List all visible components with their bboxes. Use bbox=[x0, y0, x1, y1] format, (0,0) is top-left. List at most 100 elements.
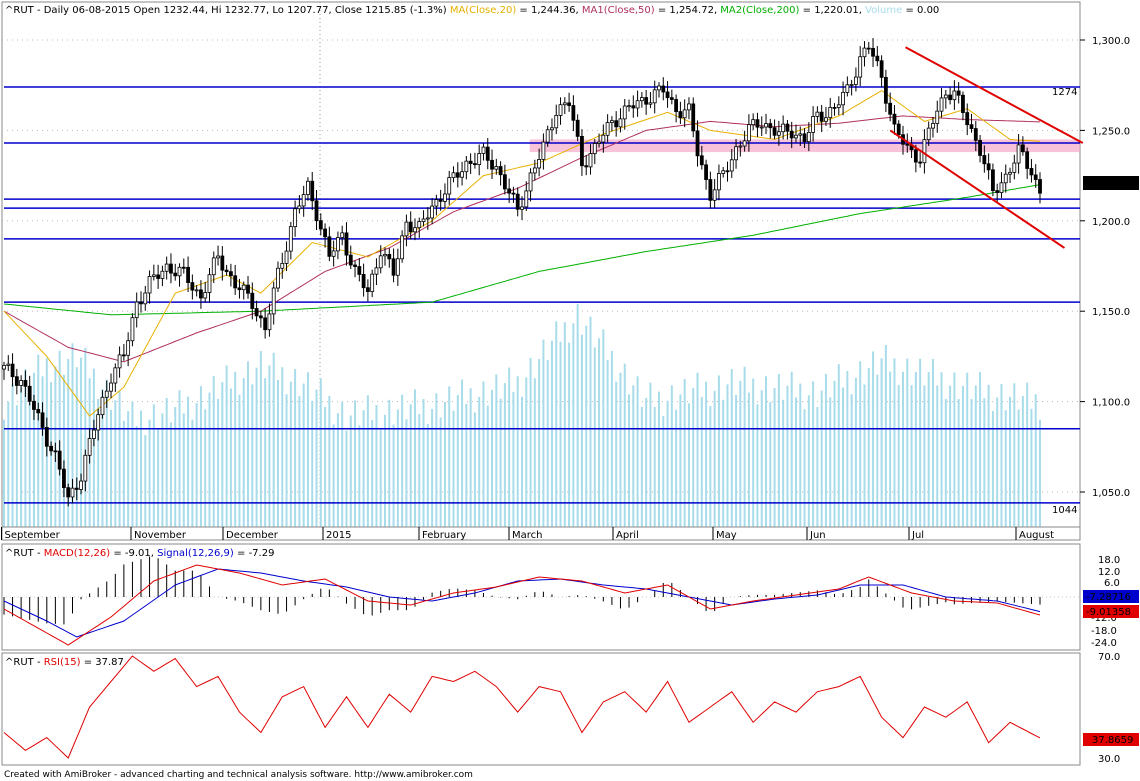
volume-bar bbox=[486, 405, 489, 527]
macd-panel[interactable]: ^RUT - MACD(12,26) = -9.01, Signal(12,26… bbox=[1, 543, 1081, 651]
volume-bar bbox=[37, 354, 40, 527]
volume-bar bbox=[165, 397, 168, 527]
candle-body bbox=[104, 390, 109, 398]
candle-body bbox=[421, 218, 426, 222]
candle-body bbox=[353, 264, 357, 267]
volume-bar bbox=[568, 342, 571, 527]
volume-bar bbox=[1013, 383, 1016, 527]
candle-body bbox=[254, 308, 259, 317]
candle-body bbox=[92, 429, 96, 439]
volume-bar bbox=[936, 385, 939, 527]
volume-bar bbox=[118, 390, 121, 527]
volume-bar bbox=[345, 430, 348, 527]
candle-body bbox=[66, 487, 71, 498]
candle-body bbox=[310, 180, 315, 202]
support-resistance-lines[interactable] bbox=[4, 86, 1080, 504]
volume-bar bbox=[110, 409, 113, 527]
candle-body bbox=[344, 232, 349, 256]
volume-bar bbox=[533, 378, 536, 527]
volume-bar bbox=[696, 372, 699, 527]
candle-body bbox=[74, 487, 79, 490]
volume-bar bbox=[20, 387, 23, 527]
volume-bar bbox=[362, 410, 365, 527]
candle-body bbox=[704, 164, 708, 180]
candle-body bbox=[258, 315, 263, 319]
price-tick-label: 1,100.0 bbox=[1092, 398, 1130, 409]
volume-bar bbox=[409, 404, 412, 527]
volume-bar bbox=[910, 385, 913, 527]
volume-bar bbox=[794, 397, 797, 527]
candle-body bbox=[36, 409, 41, 414]
rsi-panel[interactable]: ^RUT - RSI(15) = 37.87 bbox=[1, 652, 1081, 766]
candle-body bbox=[250, 292, 255, 309]
volume-bar bbox=[349, 415, 352, 527]
volume-bar bbox=[606, 360, 609, 527]
candle-body bbox=[644, 97, 649, 105]
price-panel[interactable]: 1274 1044 ^RUT - Daily 06-08-2015 Open 1… bbox=[1, 1, 1084, 541]
candle-body bbox=[117, 354, 122, 369]
candle-body bbox=[164, 263, 169, 272]
volume-bar bbox=[443, 401, 446, 527]
candle-body bbox=[605, 122, 610, 136]
candle-body bbox=[331, 250, 336, 257]
candle-body bbox=[545, 129, 550, 143]
candle-body bbox=[284, 250, 289, 264]
volume-bar bbox=[593, 347, 596, 527]
candle-body bbox=[57, 450, 62, 470]
candle-body bbox=[216, 255, 220, 259]
volume-bar bbox=[713, 390, 716, 527]
candle-body bbox=[348, 254, 353, 266]
volume-bar bbox=[178, 390, 181, 527]
candle-body bbox=[815, 111, 820, 117]
volume-bar bbox=[499, 398, 502, 527]
candle-body bbox=[601, 134, 606, 143]
candle-body bbox=[468, 160, 473, 164]
volume-bar bbox=[157, 428, 160, 527]
candle-body bbox=[173, 272, 178, 277]
volume-bar bbox=[67, 358, 70, 527]
volume-bar bbox=[101, 389, 104, 527]
candle-body bbox=[177, 266, 182, 277]
volume-bar bbox=[512, 391, 515, 527]
volume-bar bbox=[790, 371, 793, 527]
channel-lines[interactable] bbox=[889, 46, 1084, 249]
candle-body bbox=[918, 161, 923, 164]
candle-body bbox=[186, 266, 190, 283]
rsi-panel-frame bbox=[1, 652, 1081, 766]
volume-bar bbox=[653, 407, 656, 527]
candle-body bbox=[400, 235, 405, 260]
candle-body bbox=[952, 90, 957, 101]
candle-body bbox=[241, 284, 246, 291]
candle-body bbox=[1003, 173, 1008, 184]
volume-bar bbox=[396, 409, 399, 527]
candle-body bbox=[776, 131, 781, 136]
candle-body bbox=[327, 236, 332, 257]
candle-body bbox=[768, 123, 773, 129]
volume-bar bbox=[550, 340, 553, 527]
volume-bar bbox=[897, 384, 900, 527]
candle-body bbox=[44, 427, 49, 447]
volume-bar bbox=[199, 386, 202, 527]
candle-body bbox=[280, 262, 285, 269]
candle-body bbox=[528, 172, 533, 192]
candle-body bbox=[323, 228, 327, 238]
candle-body bbox=[228, 271, 233, 277]
candle-body bbox=[862, 47, 867, 58]
volume-bar bbox=[1034, 394, 1037, 527]
candle-body bbox=[798, 133, 803, 136]
volume-bar bbox=[332, 424, 335, 527]
volume-bar bbox=[824, 373, 827, 527]
volume-bar bbox=[645, 397, 648, 527]
volume-bar bbox=[799, 383, 802, 527]
volume-bar bbox=[131, 401, 134, 527]
ma200-line bbox=[3, 184, 1041, 316]
volume-bar bbox=[392, 424, 395, 527]
candle-body bbox=[819, 111, 824, 122]
candle-body bbox=[53, 450, 58, 453]
candle-body bbox=[948, 94, 952, 101]
rsi-plot bbox=[3, 655, 1041, 759]
candle-body bbox=[669, 97, 674, 100]
volume-bar bbox=[872, 351, 875, 527]
date-tick-label: August bbox=[1019, 530, 1054, 541]
candle-body bbox=[194, 289, 199, 292]
